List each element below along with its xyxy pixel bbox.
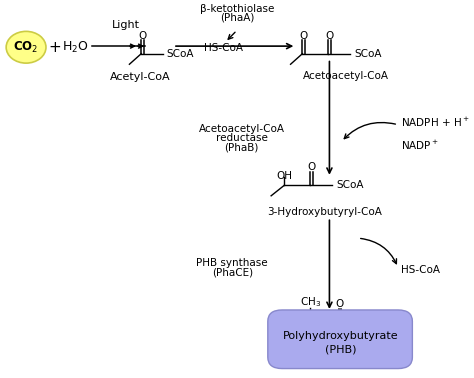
Text: SCoA: SCoA <box>167 49 194 59</box>
Text: O: O <box>299 31 308 40</box>
Text: (PhaB): (PhaB) <box>225 143 259 152</box>
Circle shape <box>6 31 46 63</box>
Text: reductase: reductase <box>216 133 268 143</box>
Text: +: + <box>48 40 61 55</box>
Text: n: n <box>359 320 366 330</box>
Text: O: O <box>291 318 299 328</box>
Text: CO$_2$: CO$_2$ <box>13 40 39 55</box>
Text: ]: ] <box>351 312 358 331</box>
Text: OH: OH <box>276 171 292 181</box>
Text: O: O <box>325 31 334 40</box>
Text: β-ketothiolase: β-ketothiolase <box>200 5 274 14</box>
Text: (PhaA): (PhaA) <box>220 12 254 22</box>
Text: O: O <box>336 299 344 308</box>
Text: O: O <box>307 162 316 172</box>
Text: (PHB): (PHB) <box>325 345 356 355</box>
Text: 3-Hydroxybutyryl-CoA: 3-Hydroxybutyryl-CoA <box>267 207 382 217</box>
Text: NADPH + H$^+$: NADPH + H$^+$ <box>401 116 469 129</box>
Text: Polyhydroxybutyrate: Polyhydroxybutyrate <box>283 332 398 341</box>
Text: SCoA: SCoA <box>354 49 382 59</box>
Text: CH$_3$: CH$_3$ <box>300 296 321 309</box>
Text: PHB synthase: PHB synthase <box>196 258 268 268</box>
Text: Light: Light <box>111 20 140 29</box>
Text: Acetyl-CoA: Acetyl-CoA <box>109 73 170 82</box>
Text: HS-CoA: HS-CoA <box>401 265 439 275</box>
Text: O: O <box>138 31 146 40</box>
Text: SCoA: SCoA <box>336 180 364 190</box>
Text: (PhaCE): (PhaCE) <box>212 267 253 277</box>
Text: Acetoacetyl-CoA: Acetoacetyl-CoA <box>303 71 389 81</box>
Text: Acetoacetyl-CoA: Acetoacetyl-CoA <box>199 124 285 133</box>
Text: HS-CoA: HS-CoA <box>204 43 243 53</box>
Text: H$_2$O: H$_2$O <box>62 40 88 55</box>
FancyBboxPatch shape <box>268 310 412 369</box>
Text: [: [ <box>278 312 286 331</box>
Text: NADP$^+$: NADP$^+$ <box>401 139 438 152</box>
